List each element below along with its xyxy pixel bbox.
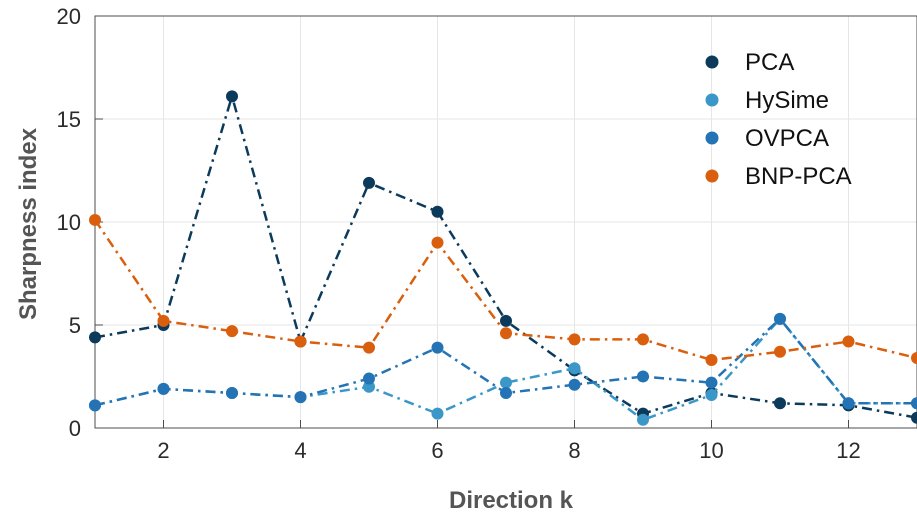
- data-point-hysime: [363, 380, 375, 393]
- legend-label-pca: PCA: [745, 49, 794, 76]
- y-tick-label: 10: [57, 210, 81, 235]
- series-layer: [89, 90, 917, 426]
- legend-marker-pca: [705, 55, 719, 69]
- data-point-bnp-pca: [226, 325, 238, 338]
- x-tick-label: 4: [294, 438, 306, 463]
- data-point-bnp-pca: [911, 351, 917, 364]
- data-point-ovpca: [842, 397, 855, 410]
- data-point-pca: [431, 205, 444, 218]
- legend-label-ovpca: OVPCA: [745, 125, 829, 152]
- x-tick-label: 8: [568, 438, 580, 463]
- data-point-ovpca: [431, 341, 444, 354]
- data-point-pca: [500, 314, 512, 327]
- x-tick-label: 2: [157, 438, 169, 463]
- legend: PCA HySime OVPCA BNP-PCA: [705, 49, 852, 190]
- data-point-pca: [226, 90, 238, 103]
- y-tick-label: 0: [69, 416, 81, 441]
- data-point-ovpca: [294, 391, 307, 404]
- data-point-ovpca: [637, 370, 649, 383]
- data-point-pca: [89, 331, 101, 344]
- data-point-hysime: [705, 389, 718, 402]
- data-point-hysime: [568, 362, 581, 375]
- data-point-ovpca: [568, 378, 581, 391]
- data-point-bnp-pca: [705, 354, 718, 367]
- data-point-bnp-pca: [294, 335, 307, 348]
- data-point-bnp-pca: [89, 213, 101, 226]
- data-point-ovpca: [911, 397, 917, 410]
- x-tick-label: 10: [699, 438, 723, 463]
- data-point-hysime: [431, 407, 444, 420]
- x-tick-label: 12: [836, 438, 860, 463]
- data-point-bnp-pca: [500, 327, 512, 340]
- data-point-bnp-pca: [637, 333, 649, 346]
- data-point-bnp-pca: [568, 333, 581, 346]
- y-tick-label: 15: [57, 107, 81, 132]
- x-tick-label: 6: [431, 438, 443, 463]
- data-point-pca: [363, 176, 375, 189]
- data-point-ovpca: [226, 386, 238, 399]
- legend-marker-ovpca: [705, 131, 719, 145]
- data-point-hysime: [500, 376, 512, 389]
- data-point-bnp-pca: [842, 335, 855, 348]
- y-axis-ticks: 0 5 10 15 20: [57, 4, 103, 441]
- x-axis-title: Direction k: [449, 487, 574, 514]
- data-point-bnp-pca: [157, 314, 170, 327]
- data-point-bnp-pca: [774, 345, 786, 358]
- x-axis-ticks: 2 4 6 8 10 12: [157, 420, 861, 463]
- data-point-hysime: [637, 413, 649, 426]
- data-point-ovpca: [157, 382, 170, 395]
- y-axis-title: Sharpness index: [15, 127, 42, 320]
- legend-label-hysime: HySime: [745, 87, 829, 114]
- grid-lines: [95, 15, 917, 429]
- y-tick-label: 20: [57, 4, 81, 29]
- series-bnp-pca: [89, 213, 917, 367]
- data-point-pca: [911, 411, 917, 424]
- y-tick-label: 5: [69, 313, 81, 338]
- series-ovpca: [89, 312, 917, 412]
- data-point-bnp-pca: [431, 236, 444, 249]
- data-point-pca: [774, 397, 786, 410]
- data-point-ovpca: [774, 312, 786, 325]
- legend-marker-hysime: [705, 93, 719, 107]
- data-point-ovpca: [500, 386, 512, 399]
- data-point-ovpca: [363, 372, 375, 385]
- data-point-ovpca: [705, 376, 718, 389]
- data-point-bnp-pca: [363, 341, 375, 354]
- legend-marker-bnp-pca: [705, 169, 719, 183]
- legend-label-bnp-pca: BNP-PCA: [745, 163, 852, 190]
- data-point-ovpca: [89, 399, 101, 412]
